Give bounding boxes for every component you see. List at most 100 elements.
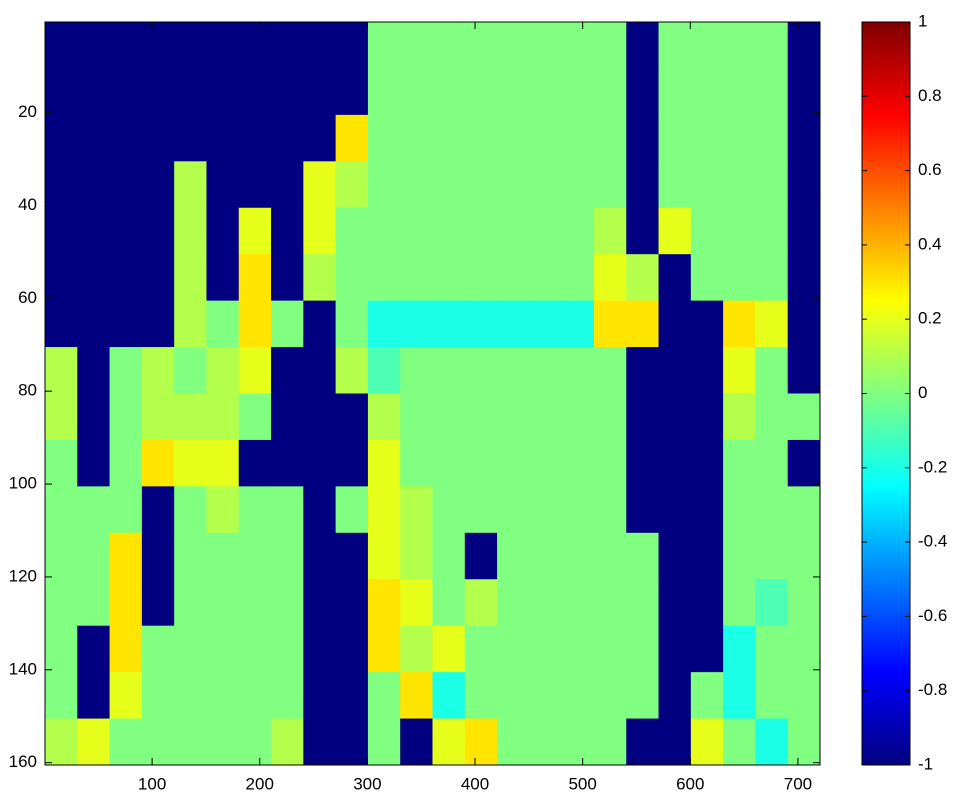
heatmap-cell bbox=[723, 625, 756, 673]
y-tick-label: 40 bbox=[18, 195, 37, 214]
heatmap-cell bbox=[690, 439, 724, 487]
heatmap-cell bbox=[206, 672, 240, 720]
heatmap-cell bbox=[174, 68, 207, 116]
heatmap-cell bbox=[593, 579, 627, 627]
heatmap-cell bbox=[174, 161, 207, 209]
heatmap-cell bbox=[561, 161, 595, 209]
y-tick-label: 60 bbox=[18, 288, 37, 307]
heatmap-cell bbox=[787, 439, 821, 487]
heatmap-cell bbox=[561, 718, 595, 766]
heatmap-cell bbox=[238, 672, 272, 720]
heatmap-cell bbox=[561, 439, 595, 487]
heatmap-cell bbox=[303, 347, 337, 394]
heatmap-cell bbox=[593, 114, 627, 162]
heatmap-cell bbox=[109, 393, 143, 441]
y-tick-label: 100 bbox=[9, 474, 37, 493]
heatmap-cell bbox=[755, 672, 789, 720]
heatmap-cell bbox=[77, 625, 111, 673]
heatmap-cell bbox=[658, 68, 692, 116]
heatmap-cell bbox=[593, 625, 627, 673]
x-tick-label: 400 bbox=[461, 774, 489, 793]
heatmap-cell bbox=[626, 579, 660, 627]
heatmap-cell bbox=[238, 22, 272, 69]
heatmap-cell bbox=[367, 532, 401, 580]
heatmap-cell bbox=[400, 300, 433, 348]
heatmap-cell bbox=[367, 439, 401, 487]
heatmap-cell bbox=[238, 161, 272, 209]
heatmap-cell bbox=[497, 532, 530, 580]
heatmap-cell bbox=[206, 207, 240, 255]
heatmap-cell bbox=[271, 579, 304, 627]
heatmap-cell bbox=[109, 254, 143, 302]
heatmap-cell bbox=[335, 254, 369, 302]
heatmap-cell bbox=[529, 114, 563, 162]
heatmap-cell bbox=[593, 532, 627, 580]
heatmap-cell bbox=[367, 486, 401, 534]
heatmap-cell bbox=[529, 207, 563, 255]
heatmap-cell bbox=[690, 718, 724, 766]
heatmap-cell bbox=[367, 625, 401, 673]
heatmap-cell bbox=[787, 254, 821, 302]
heatmap-cell bbox=[593, 22, 627, 69]
heatmap-cell bbox=[497, 161, 530, 209]
heatmap-cell bbox=[45, 486, 78, 534]
y-tick-label: 80 bbox=[18, 381, 37, 400]
heatmap-cell bbox=[593, 254, 627, 302]
heatmap-cell bbox=[271, 114, 304, 162]
heatmap-cell bbox=[206, 114, 240, 162]
heatmap-cell bbox=[45, 68, 78, 116]
heatmap-cell bbox=[432, 68, 466, 116]
heatmap-cell bbox=[723, 347, 756, 394]
heatmap-cell bbox=[755, 439, 789, 487]
heatmap-cell bbox=[626, 300, 660, 348]
heatmap-cell bbox=[238, 393, 272, 441]
heatmap-cell bbox=[367, 22, 401, 69]
heatmap-cell bbox=[787, 579, 821, 627]
heatmap-cell bbox=[755, 68, 789, 116]
heatmap-cell bbox=[238, 300, 272, 348]
heatmap-cell bbox=[723, 22, 756, 69]
heatmap-cell bbox=[271, 625, 304, 673]
heatmap-cell bbox=[109, 579, 143, 627]
heatmap-cell bbox=[432, 439, 466, 487]
heatmap-cell bbox=[690, 22, 724, 69]
heatmap-cell bbox=[141, 672, 175, 720]
heatmap-cell bbox=[658, 300, 692, 348]
heatmap-cell bbox=[626, 532, 660, 580]
x-tick-label: 600 bbox=[676, 774, 704, 793]
heatmap-cell bbox=[109, 161, 143, 209]
heatmap-cell bbox=[755, 579, 789, 627]
heatmap-cell bbox=[335, 68, 369, 116]
heatmap-cell bbox=[141, 393, 175, 441]
heatmap-cell bbox=[335, 532, 369, 580]
heatmap-cell bbox=[109, 486, 143, 534]
heatmap-cell bbox=[400, 532, 433, 580]
heatmap-cell bbox=[335, 579, 369, 627]
heatmap-cell bbox=[367, 68, 401, 116]
heatmap-cell bbox=[755, 347, 789, 394]
colorbar-tick-label: -0.8 bbox=[918, 680, 947, 699]
heatmap-cell bbox=[109, 439, 143, 487]
heatmap-cell bbox=[561, 532, 595, 580]
heatmap-cell bbox=[174, 439, 207, 487]
heatmap-cell bbox=[141, 22, 175, 69]
heatmap-cell bbox=[432, 161, 466, 209]
heatmap-cell bbox=[529, 393, 563, 441]
heatmap-cell bbox=[77, 486, 111, 534]
heatmap-cell bbox=[335, 347, 369, 394]
heatmap-cell bbox=[787, 161, 821, 209]
heatmap-cell bbox=[206, 532, 240, 580]
heatmap-cell bbox=[432, 300, 466, 348]
heatmap-cell bbox=[335, 22, 369, 69]
heatmap-cell bbox=[787, 393, 821, 441]
heatmap-cell bbox=[303, 207, 337, 255]
heatmap-cell bbox=[141, 625, 175, 673]
heatmap-cell bbox=[141, 254, 175, 302]
heatmap-cell bbox=[497, 439, 530, 487]
heatmap-cell bbox=[206, 68, 240, 116]
heatmap-cell bbox=[561, 393, 595, 441]
heatmap-cell bbox=[109, 207, 143, 255]
x-tick-label: 700 bbox=[784, 774, 812, 793]
heatmap-cell bbox=[109, 22, 143, 69]
heatmap-cell bbox=[141, 718, 175, 766]
